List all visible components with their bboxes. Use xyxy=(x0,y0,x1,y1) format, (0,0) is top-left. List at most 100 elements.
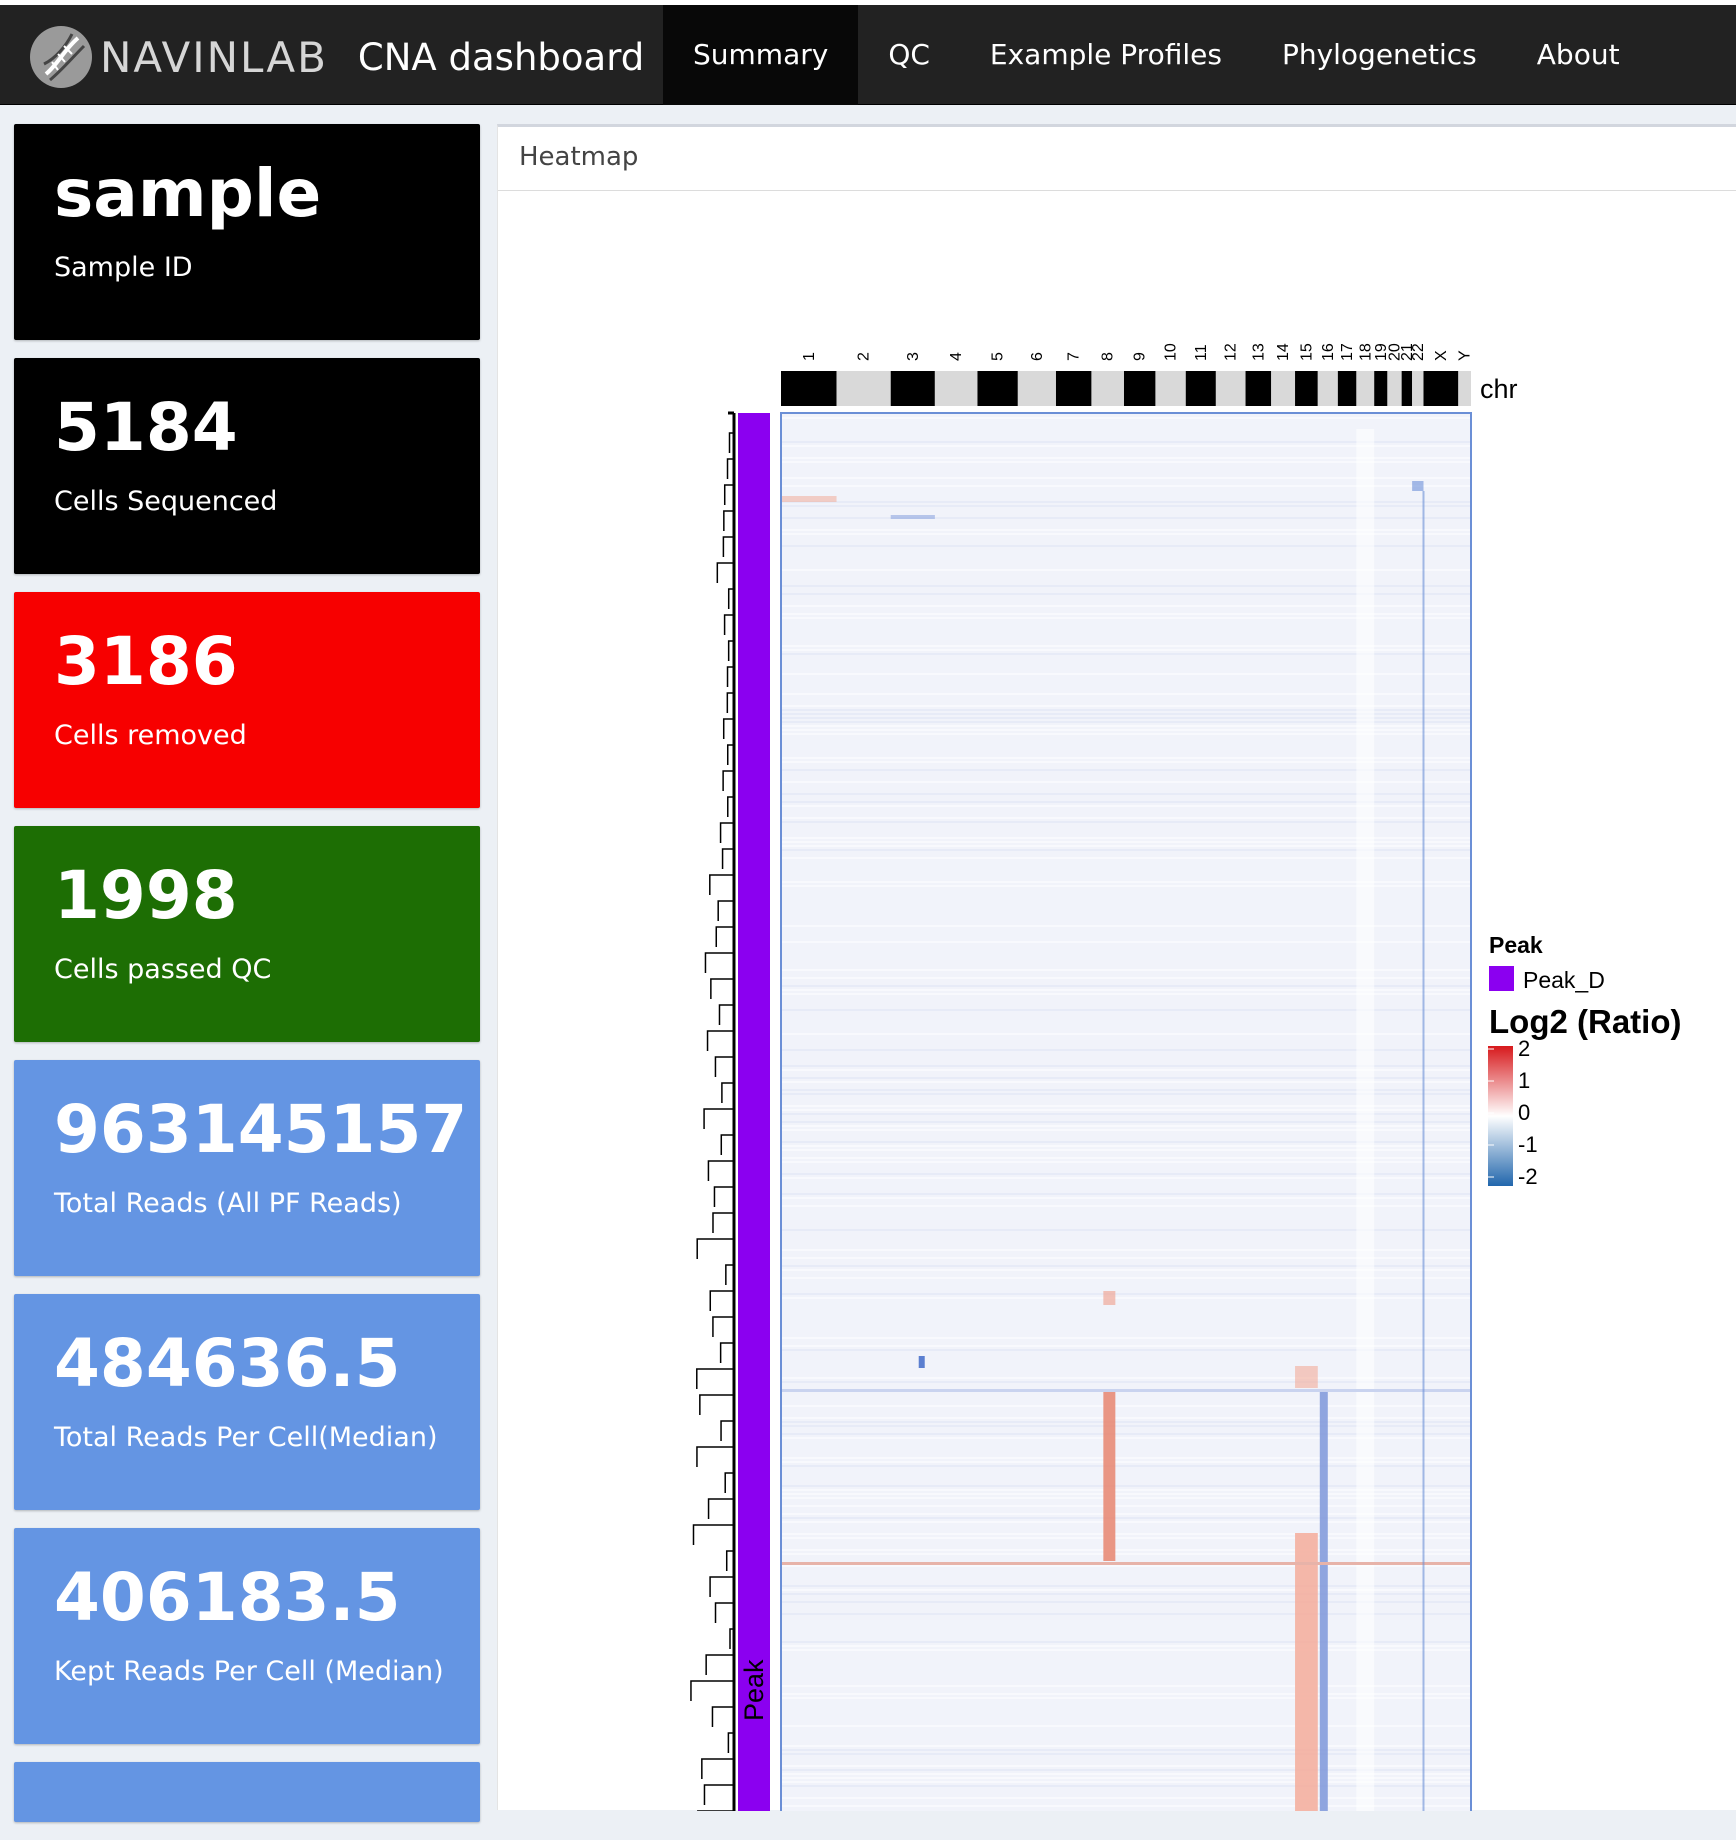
dendrogram-branch xyxy=(727,588,734,609)
value-box-value: 963145157 xyxy=(54,1091,468,1168)
heatmap-row xyxy=(781,1697,1471,1699)
heatmap-row xyxy=(781,1381,1471,1383)
heatmap-row xyxy=(781,1205,1471,1207)
heatmap-row xyxy=(781,885,1471,887)
dendrogram-branch xyxy=(728,432,734,453)
chr-segment xyxy=(1387,371,1402,406)
value-box-label: Cells removed xyxy=(54,720,247,751)
chr-label: 18 xyxy=(1357,343,1374,361)
heatmap-row xyxy=(781,477,1471,479)
chr-label: 22 xyxy=(1410,343,1427,361)
heatmap-row xyxy=(781,1585,1471,1587)
panel-title: Heatmap xyxy=(498,127,1736,191)
heatmap-row xyxy=(781,729,1471,731)
heatmap-row xyxy=(781,1533,1471,1535)
heatmap-row xyxy=(781,713,1471,715)
legend-tick-label: -2 xyxy=(1518,1164,1538,1189)
heatmap-row xyxy=(781,1797,1471,1799)
brand[interactable]: NAVINLAB CNA dashboard xyxy=(28,17,644,97)
chr-segment xyxy=(1091,371,1124,406)
heatmap-row xyxy=(781,1081,1471,1083)
chr-segment xyxy=(1401,371,1413,406)
dendrogram-branch xyxy=(714,1602,734,1623)
heatmap-row xyxy=(781,1173,1471,1175)
heatmap-row xyxy=(781,705,1471,707)
value-box-label: Cells Sequenced xyxy=(54,486,278,517)
tab-phylogenetics[interactable]: Phylogenetics xyxy=(1281,38,1477,71)
dendrogram-branch xyxy=(719,1342,734,1363)
dendrogram-branch xyxy=(724,1472,734,1493)
heatmap-row xyxy=(781,1645,1471,1647)
chr-label: 11 xyxy=(1193,344,1210,361)
heatmap-row xyxy=(781,1425,1471,1427)
dendrogram-branch xyxy=(718,1004,734,1025)
heatmap-row xyxy=(781,977,1471,979)
heatmap-row xyxy=(781,569,1471,571)
heatmap-row xyxy=(781,1065,1471,1067)
chr-label: 9 xyxy=(1132,352,1149,361)
heatmap-row xyxy=(781,1105,1471,1107)
heatmap-row xyxy=(781,733,1471,735)
chr-segment xyxy=(1155,371,1186,406)
peak-annotation-bar xyxy=(738,413,770,1811)
dendrogram-trunk xyxy=(728,411,736,1811)
heatmap-panel: Heatmap 1 2 3 4 5 6 7 8 9 10 11 12 13 14 15 16 17 18 19 20 2… xyxy=(497,124,1736,1811)
heatmap-row xyxy=(781,1129,1471,1131)
heatmap-row xyxy=(781,1297,1471,1299)
nav-tabs: Summary QC Example Profiles Phylogenetic… xyxy=(663,5,1650,105)
chr-label: 21 xyxy=(1399,343,1416,361)
heatmap-row xyxy=(781,1269,1471,1271)
dna-helix-icon xyxy=(30,26,92,88)
tab-qc[interactable]: QC xyxy=(888,38,930,71)
heatmap-row xyxy=(781,805,1471,807)
heatmap-row xyxy=(781,1157,1471,1159)
heatmap-row xyxy=(781,781,1471,783)
heatmap-row xyxy=(781,545,1471,547)
tab-about[interactable]: About xyxy=(1536,38,1620,71)
heatmap-row xyxy=(781,1149,1471,1151)
heatmap-row xyxy=(781,1349,1471,1351)
dendrogram-branch xyxy=(726,666,734,687)
heatmap-row xyxy=(781,1562,1471,1565)
heatmap-row xyxy=(781,1109,1471,1111)
tab-summary[interactable]: Summary xyxy=(663,5,859,105)
chr-label: 16 xyxy=(1320,343,1337,361)
dendrogram-branch xyxy=(712,1316,734,1337)
heatmap-row xyxy=(781,505,1471,507)
row-annotation-title: Peak xyxy=(739,1659,769,1721)
heatmap-row xyxy=(781,593,1471,595)
dendrogram-branch xyxy=(721,848,734,869)
chr-segment xyxy=(1458,371,1471,406)
dendrogram-branch xyxy=(696,1368,734,1389)
chr-segment xyxy=(1295,371,1318,406)
heatmap-row xyxy=(781,1125,1471,1127)
heatmap-row xyxy=(781,1593,1471,1595)
heatmap-cell xyxy=(918,1356,925,1368)
heatmap-row xyxy=(781,1489,1471,1491)
heatmap-row xyxy=(781,1145,1471,1147)
dendrogram-branch xyxy=(727,1732,734,1753)
heatmap-row xyxy=(781,1537,1471,1539)
dendrogram-branch xyxy=(692,1524,734,1545)
dendrogram-branch xyxy=(696,1238,734,1259)
value-box-sidebar: sample Sample ID 5184 Cells Sequenced 31… xyxy=(14,124,480,1840)
heatmap-row xyxy=(781,1457,1471,1459)
heatmap-row xyxy=(781,1293,1471,1295)
chr-segment xyxy=(836,371,891,406)
dendrogram-branch xyxy=(722,536,734,557)
heatmap-row xyxy=(781,1565,1471,1567)
heatmap-row xyxy=(781,1773,1471,1775)
tab-example-profiles[interactable]: Example Profiles xyxy=(989,38,1222,71)
heatmap-row xyxy=(781,605,1471,607)
heatmap-row xyxy=(781,989,1471,991)
heatmap-row xyxy=(781,849,1471,851)
app-title: CNA dashboard xyxy=(357,35,645,79)
heatmap-row xyxy=(781,1437,1471,1439)
heatmap-row xyxy=(781,1769,1471,1771)
chr-label: X xyxy=(1433,350,1450,361)
heatmap-row xyxy=(781,1229,1471,1231)
chr-segment xyxy=(890,371,935,406)
dendrogram-branch xyxy=(714,1056,734,1077)
dendrogram-branch xyxy=(707,1160,734,1181)
